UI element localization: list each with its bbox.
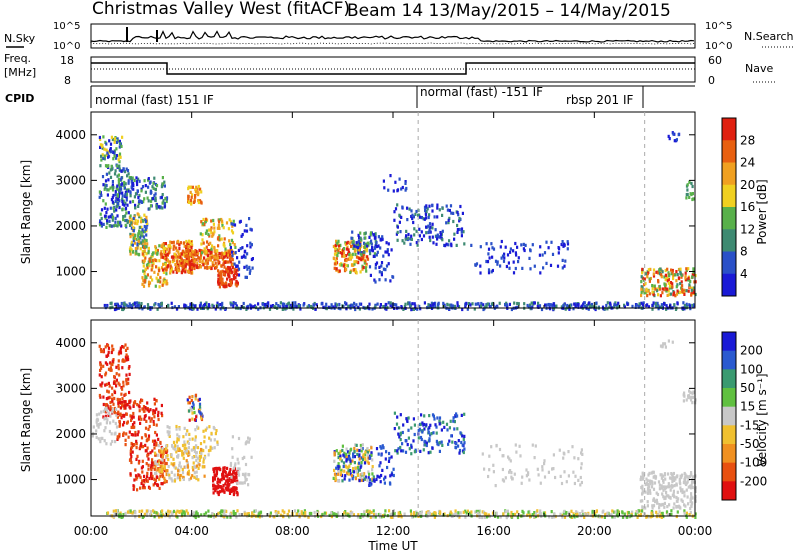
nave-tick-bottom: 0 — [708, 74, 715, 87]
colorbar-swatch — [722, 140, 736, 163]
freq-tick-top: 18 — [60, 54, 74, 67]
colorbar-swatch — [722, 481, 736, 501]
x-tick-label: 00:00 — [678, 524, 713, 538]
cpid-panel: CPID normal (fast) 151 IF normal (fast) … — [5, 85, 695, 108]
colorbar-swatch — [722, 369, 736, 389]
colorbar-swatch — [722, 184, 736, 208]
nave-label: Nave — [745, 62, 773, 75]
nsky-label: N.Sky — [4, 32, 36, 45]
cpid-segment-3: rbsp 201 IF — [566, 93, 633, 107]
y-tick-label: 3000 — [55, 381, 86, 395]
nsky-tick-bottom: 10^0 — [53, 41, 80, 52]
colorbar-tick-label: -15 — [740, 418, 760, 432]
colorbar-swatch — [722, 425, 736, 445]
colorbar-swatch — [722, 350, 736, 370]
cpid-segment-2: normal (fast) -151 IF — [420, 85, 543, 99]
y-tick-label: 4000 — [55, 128, 86, 142]
nsearch-tick-bottom: 10^0 — [705, 41, 732, 52]
colorbar-tick-label: 24 — [740, 156, 755, 170]
freq-panel: Freq. [MHz] 18 8 Nave 60 0 — [4, 52, 775, 87]
colorbar-tick-label: -100 — [740, 456, 767, 470]
colorbar-tick-label: 200 — [740, 344, 763, 358]
colorbar-swatch — [722, 406, 736, 426]
x-tick-label: 04:00 — [174, 524, 209, 538]
colorbar-tick-label: 20 — [740, 178, 755, 192]
plot-title: Christmas Valley West (fitACF) — [92, 0, 350, 19]
y-tick-label: 2000 — [55, 427, 86, 441]
colorbar-swatch — [722, 462, 736, 482]
colorbar-tick-label: 28 — [740, 133, 755, 147]
colorbar-swatch — [722, 251, 736, 275]
colorbar-swatch — [722, 162, 736, 186]
power-ylabel: Slant Range [km] — [19, 160, 33, 264]
y-tick-label: 1000 — [55, 473, 86, 487]
x-axis-label: Time UT — [367, 539, 418, 553]
x-tick-label: 12:00 — [376, 524, 411, 538]
colorbar-tick-label: 12 — [740, 222, 755, 236]
x-axis: 00:00 04:00 08:00 12:00 16:00 20:00 00:00 — [74, 112, 713, 538]
nsky-panel: N.Sky 10^5 10^0 N.Search 10^5 10^0 — [4, 21, 795, 52]
colorbar-swatch — [722, 332, 736, 352]
colorbar-swatch — [722, 388, 736, 408]
velocity-ylabel: Slant Range [km] — [19, 368, 33, 472]
nsky-tick-top: 10^5 — [53, 21, 80, 32]
power-colorbar-label: Power [dB] — [755, 179, 769, 244]
colorbar-tick-label: -200 — [740, 474, 767, 488]
colorbar-swatch — [722, 118, 736, 141]
nsearch-tick-top: 10^5 — [705, 21, 732, 32]
y-tick-label: 4000 — [55, 336, 86, 350]
x-tick-label: 16:00 — [476, 524, 511, 538]
colorbar-tick-label: 100 — [740, 362, 763, 376]
colorbar-swatch — [722, 207, 736, 230]
x-tick-label: 00:00 — [74, 524, 109, 538]
colorbar-tick-label: 50 — [740, 381, 755, 395]
colorbar-tick-label: 16 — [740, 200, 755, 214]
colorbar-swatch — [722, 273, 736, 297]
colorbar-tick-label: 8 — [740, 245, 748, 259]
velocity-panel: 1000 2000 3000 4000 Slant Range [km] 200 100… — [19, 319, 769, 520]
freq-label: Freq. — [4, 52, 31, 65]
plot-subtitle: Beam 14 13/May/2015 – 14/May/2015 — [347, 1, 671, 21]
cpid-segment-1: normal (fast) 151 IF — [95, 93, 214, 107]
colorbar-tick-label: 15 — [740, 400, 755, 414]
velocity-colorbar-label: Velocity [m s⁻¹] — [755, 373, 769, 466]
y-tick-label: 2000 — [55, 219, 86, 233]
y-tick-label: 3000 — [55, 173, 86, 187]
nave-tick-top: 60 — [708, 54, 722, 67]
colorbar-tick-label: 4 — [740, 267, 748, 281]
freq-tick-bottom: 8 — [64, 74, 71, 87]
colorbar-swatch — [722, 229, 736, 252]
colorbar-swatch — [722, 444, 736, 464]
x-tick-label: 08:00 — [275, 524, 310, 538]
x-tick-label: 20:00 — [577, 524, 612, 538]
nsearch-label: N.Search — [744, 30, 794, 43]
power-panel: 1000 2000 3000 4000 Slant Range [km] 4 8 12 16… — [19, 111, 769, 312]
y-tick-label: 1000 — [55, 265, 86, 279]
colorbar-tick-label: -50 — [740, 437, 760, 451]
freq-unit: [MHz] — [4, 66, 36, 79]
cpid-label: CPID — [5, 92, 34, 105]
